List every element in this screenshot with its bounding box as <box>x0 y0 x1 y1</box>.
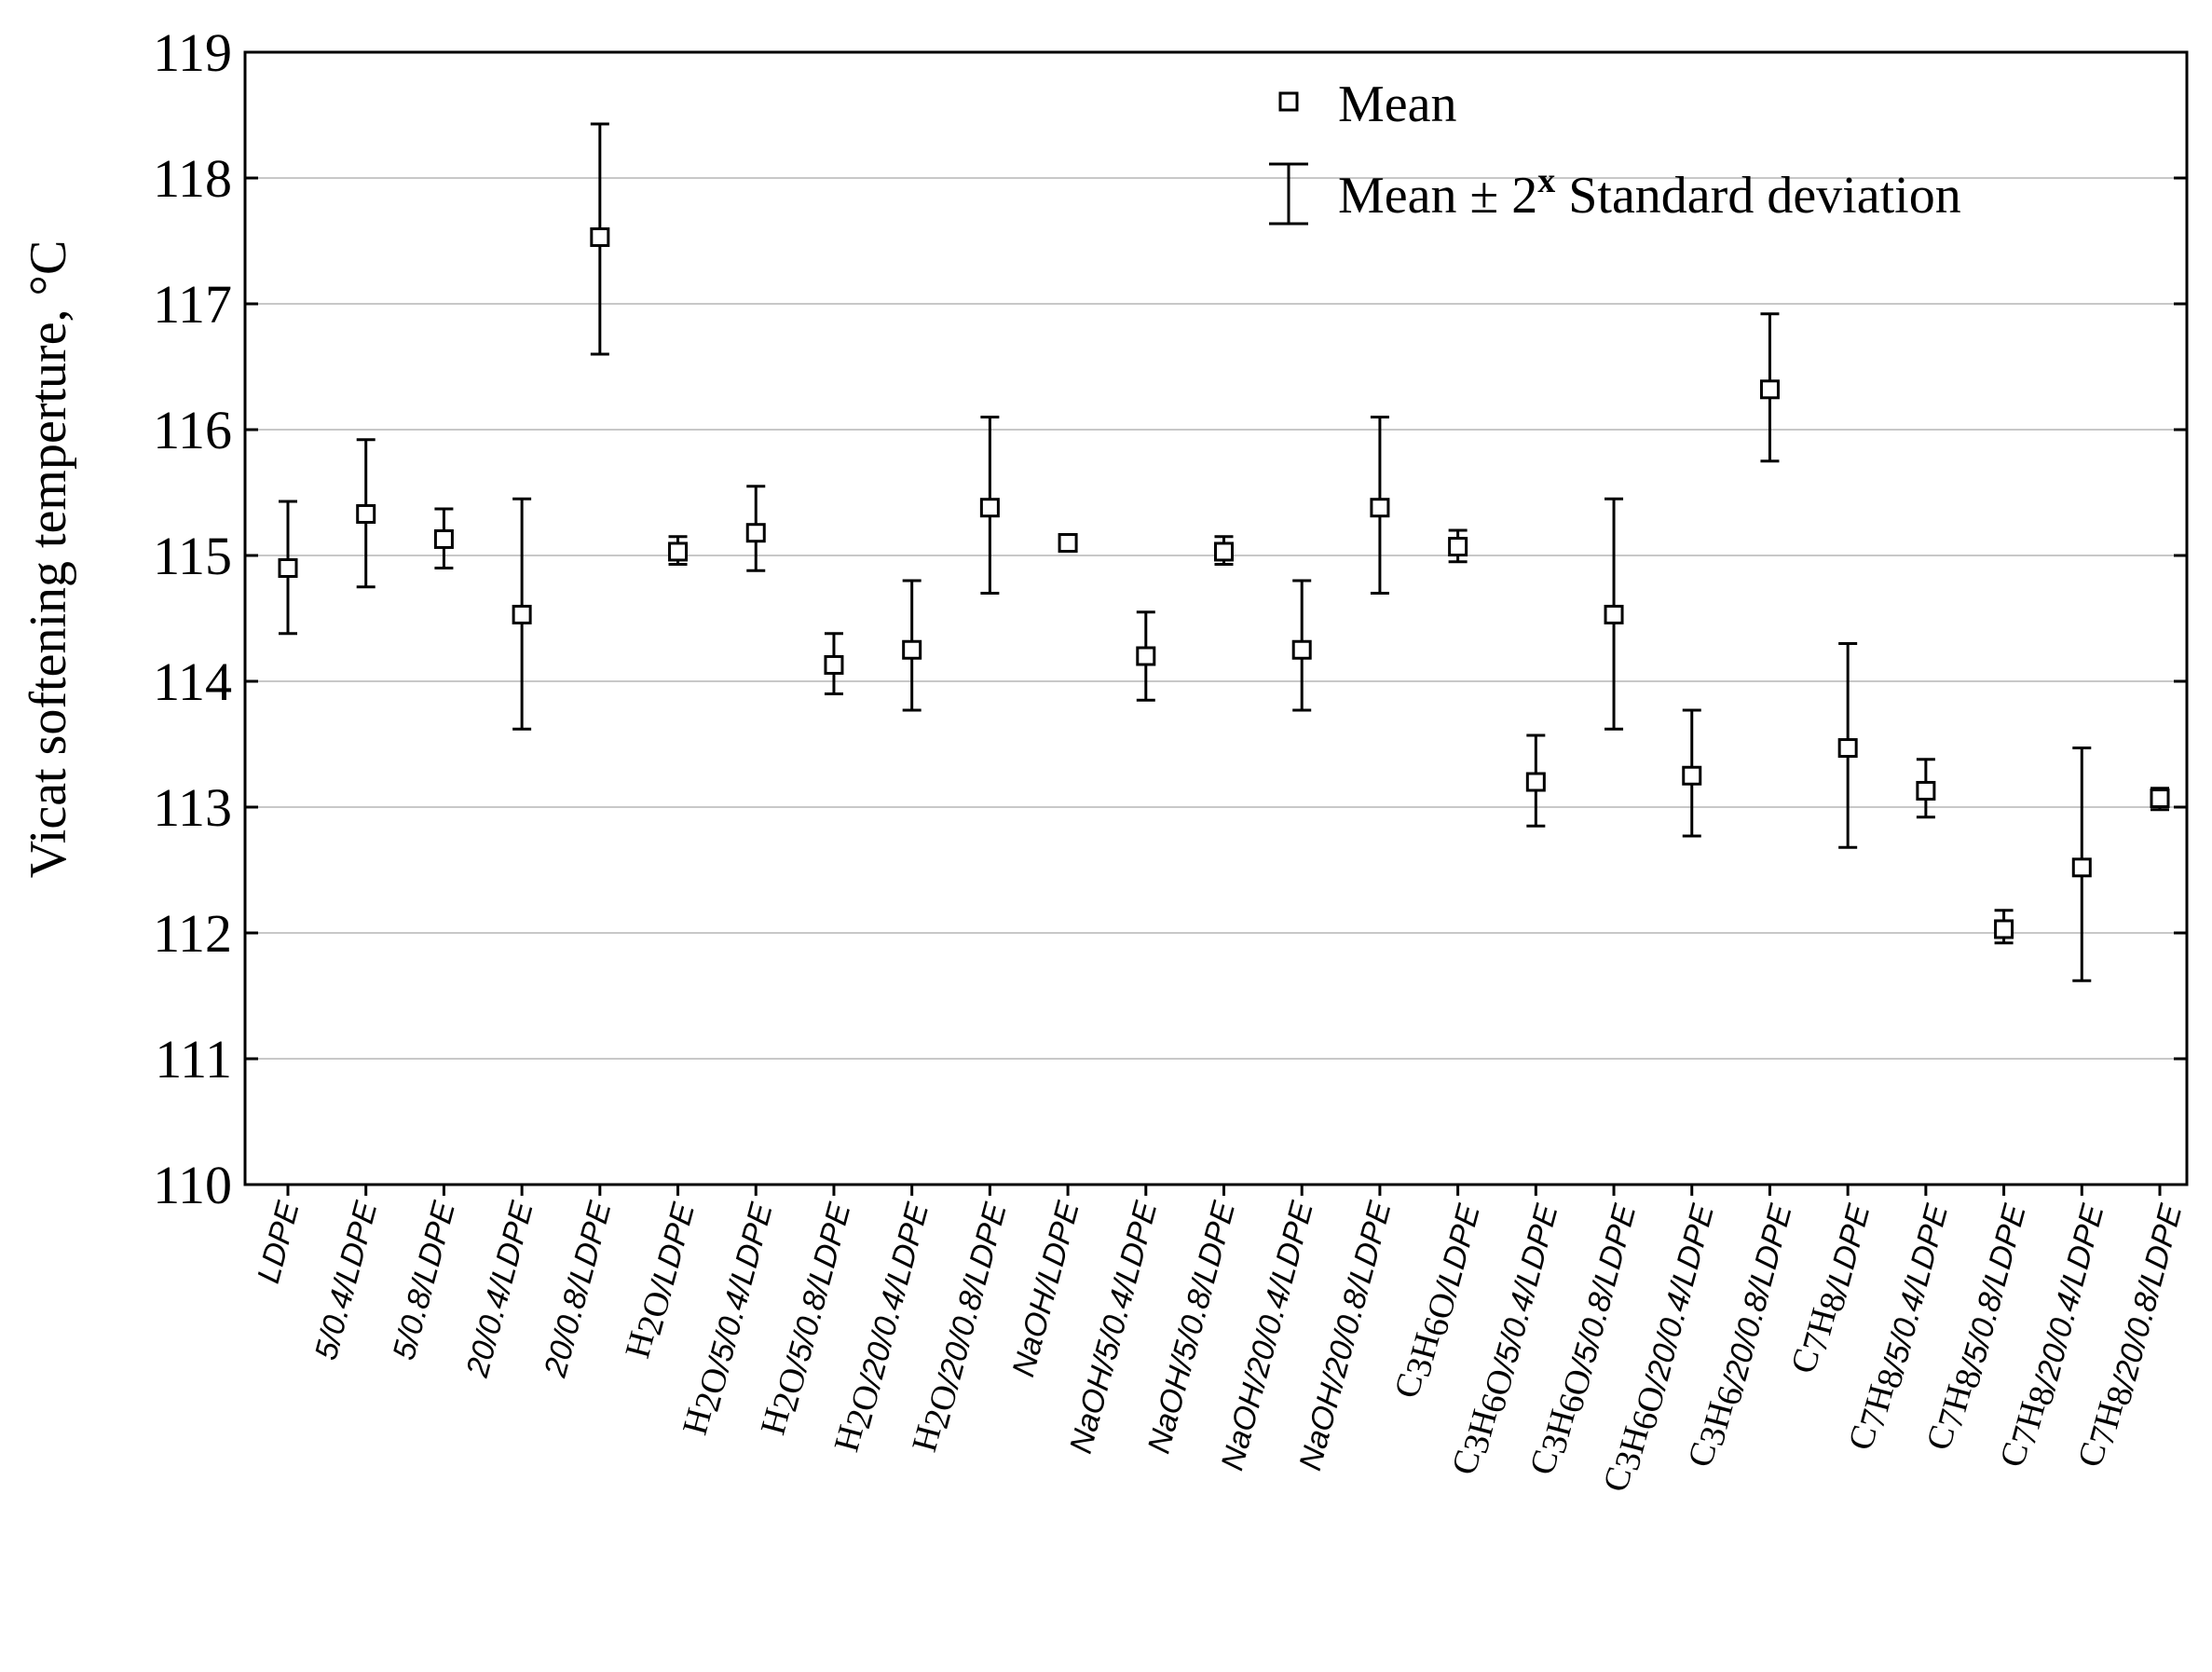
data-point <box>1370 416 1390 595</box>
y-tick-label: 117 <box>153 274 232 335</box>
plot-frame <box>243 50 2189 1186</box>
legend-errorbar-marker <box>1269 162 1308 226</box>
legend-errorbar-label: Mean ± 2x Standard deviation <box>1338 161 1961 225</box>
mean-marker <box>1370 498 1390 518</box>
mean-marker <box>2071 857 2092 878</box>
mean-marker <box>278 558 298 578</box>
mean-marker <box>1525 772 1546 792</box>
mean-marker <box>1759 379 1780 400</box>
y-tick-label: 114 <box>153 651 232 712</box>
data-point <box>1837 642 1858 849</box>
mean-marker <box>1682 765 1702 786</box>
mean-marker <box>1837 738 1858 759</box>
mean-marker <box>433 528 454 549</box>
data-point <box>668 535 689 566</box>
y-axis-ticks: 110 111 112 113 114 115 116 117 118 119 <box>153 22 2187 1215</box>
data-point <box>1214 535 1234 566</box>
data-point <box>2071 747 2092 982</box>
y-tick-label: 116 <box>153 400 232 460</box>
data-point <box>590 122 610 356</box>
mean-marker <box>356 503 376 524</box>
gridlines <box>245 177 2187 1060</box>
mean-marker <box>1058 533 1078 553</box>
mean-marker <box>1448 537 1468 557</box>
legend-mean-label: Mean <box>1338 75 1457 133</box>
y-tick-label: 110 <box>153 1155 232 1215</box>
data-point <box>1682 708 1702 838</box>
mean-marker <box>1136 646 1156 666</box>
data-point <box>1759 312 1780 463</box>
y-tick-label: 113 <box>153 777 232 838</box>
data-point <box>1604 497 1624 731</box>
mean-marker <box>824 654 844 675</box>
mean-marker <box>590 226 610 247</box>
y-tick-label: 119 <box>153 22 232 83</box>
data-points <box>278 122 2170 982</box>
legend-mean-marker <box>1278 91 1299 112</box>
data-point <box>512 497 532 731</box>
y-tick-label: 112 <box>153 903 232 964</box>
data-point <box>824 632 844 695</box>
legend: Mean Mean ± 2x Standard deviation <box>1269 75 1961 226</box>
y-axis-title: Vicat softening temperture, °C <box>20 240 77 879</box>
data-point <box>979 416 1000 595</box>
data-point <box>902 579 922 712</box>
mean-marker <box>512 604 532 624</box>
mean-marker <box>902 639 922 660</box>
mean-marker <box>1214 541 1234 562</box>
data-point <box>433 507 454 569</box>
data-point <box>1994 909 2014 945</box>
mean-marker <box>668 541 689 562</box>
data-point <box>1058 533 1078 553</box>
mean-marker <box>2150 788 2170 809</box>
data-point <box>1916 758 1936 819</box>
mean-marker <box>1291 639 1312 660</box>
mean-marker <box>979 498 1000 518</box>
data-point <box>745 485 766 572</box>
data-point <box>1525 733 1546 828</box>
data-point <box>1448 528 1468 564</box>
mean-marker <box>1604 604 1624 624</box>
data-point <box>2150 787 2170 812</box>
y-tick-label: 111 <box>155 1029 232 1090</box>
data-point <box>1291 579 1312 712</box>
data-point <box>278 500 298 636</box>
mean-marker <box>1994 919 2014 939</box>
mean-marker <box>1916 780 1936 801</box>
y-tick-label: 118 <box>153 148 232 209</box>
data-point <box>356 438 376 589</box>
y-tick-label: 115 <box>153 526 232 586</box>
data-point <box>1136 610 1156 702</box>
mean-marker <box>745 523 766 543</box>
